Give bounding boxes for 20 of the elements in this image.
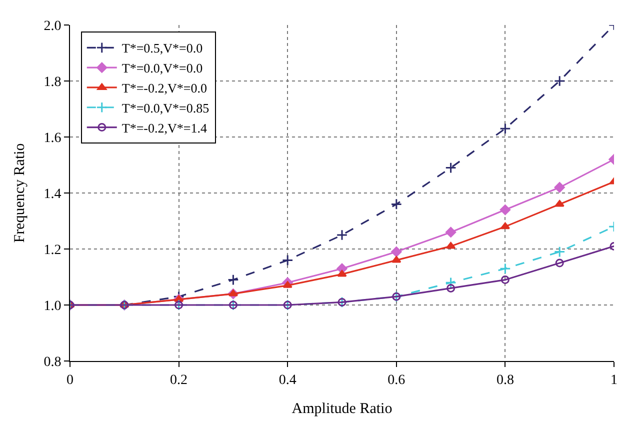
x-tick-label: 1 [610, 372, 618, 388]
legend-label: T*=-0.2,V*=1.4 [122, 120, 208, 136]
y-axis-title: Frequency Ratio [12, 143, 28, 243]
y-tick-label: 0.8 [44, 354, 62, 370]
y-tick-label: 1.0 [44, 298, 62, 314]
y-tick-label: 1.2 [44, 242, 62, 258]
legend-label: T*=0.0,V*=0.85 [122, 100, 210, 116]
y-tick-label: 1.6 [44, 130, 62, 146]
x-tick-label: 0.6 [388, 372, 406, 388]
x-axis-title: Amplitude Ratio [292, 400, 392, 417]
legend-label: T*=0.5,V*=0.0 [122, 40, 203, 56]
x-tick-label: 0 [66, 372, 74, 388]
y-tick-label: 1.8 [44, 74, 62, 90]
y-tick-label: 2.0 [44, 18, 62, 34]
x-tick-label: 0.8 [496, 372, 514, 388]
y-tick-label: 1.4 [44, 186, 62, 202]
legend-label: T*=0.0,V*=0.0 [122, 60, 203, 76]
x-tick-label: 0.2 [170, 372, 188, 388]
x-tick-label: 0.4 [278, 372, 296, 388]
legend-label: T*=-0.2,V*=0.0 [122, 80, 207, 96]
